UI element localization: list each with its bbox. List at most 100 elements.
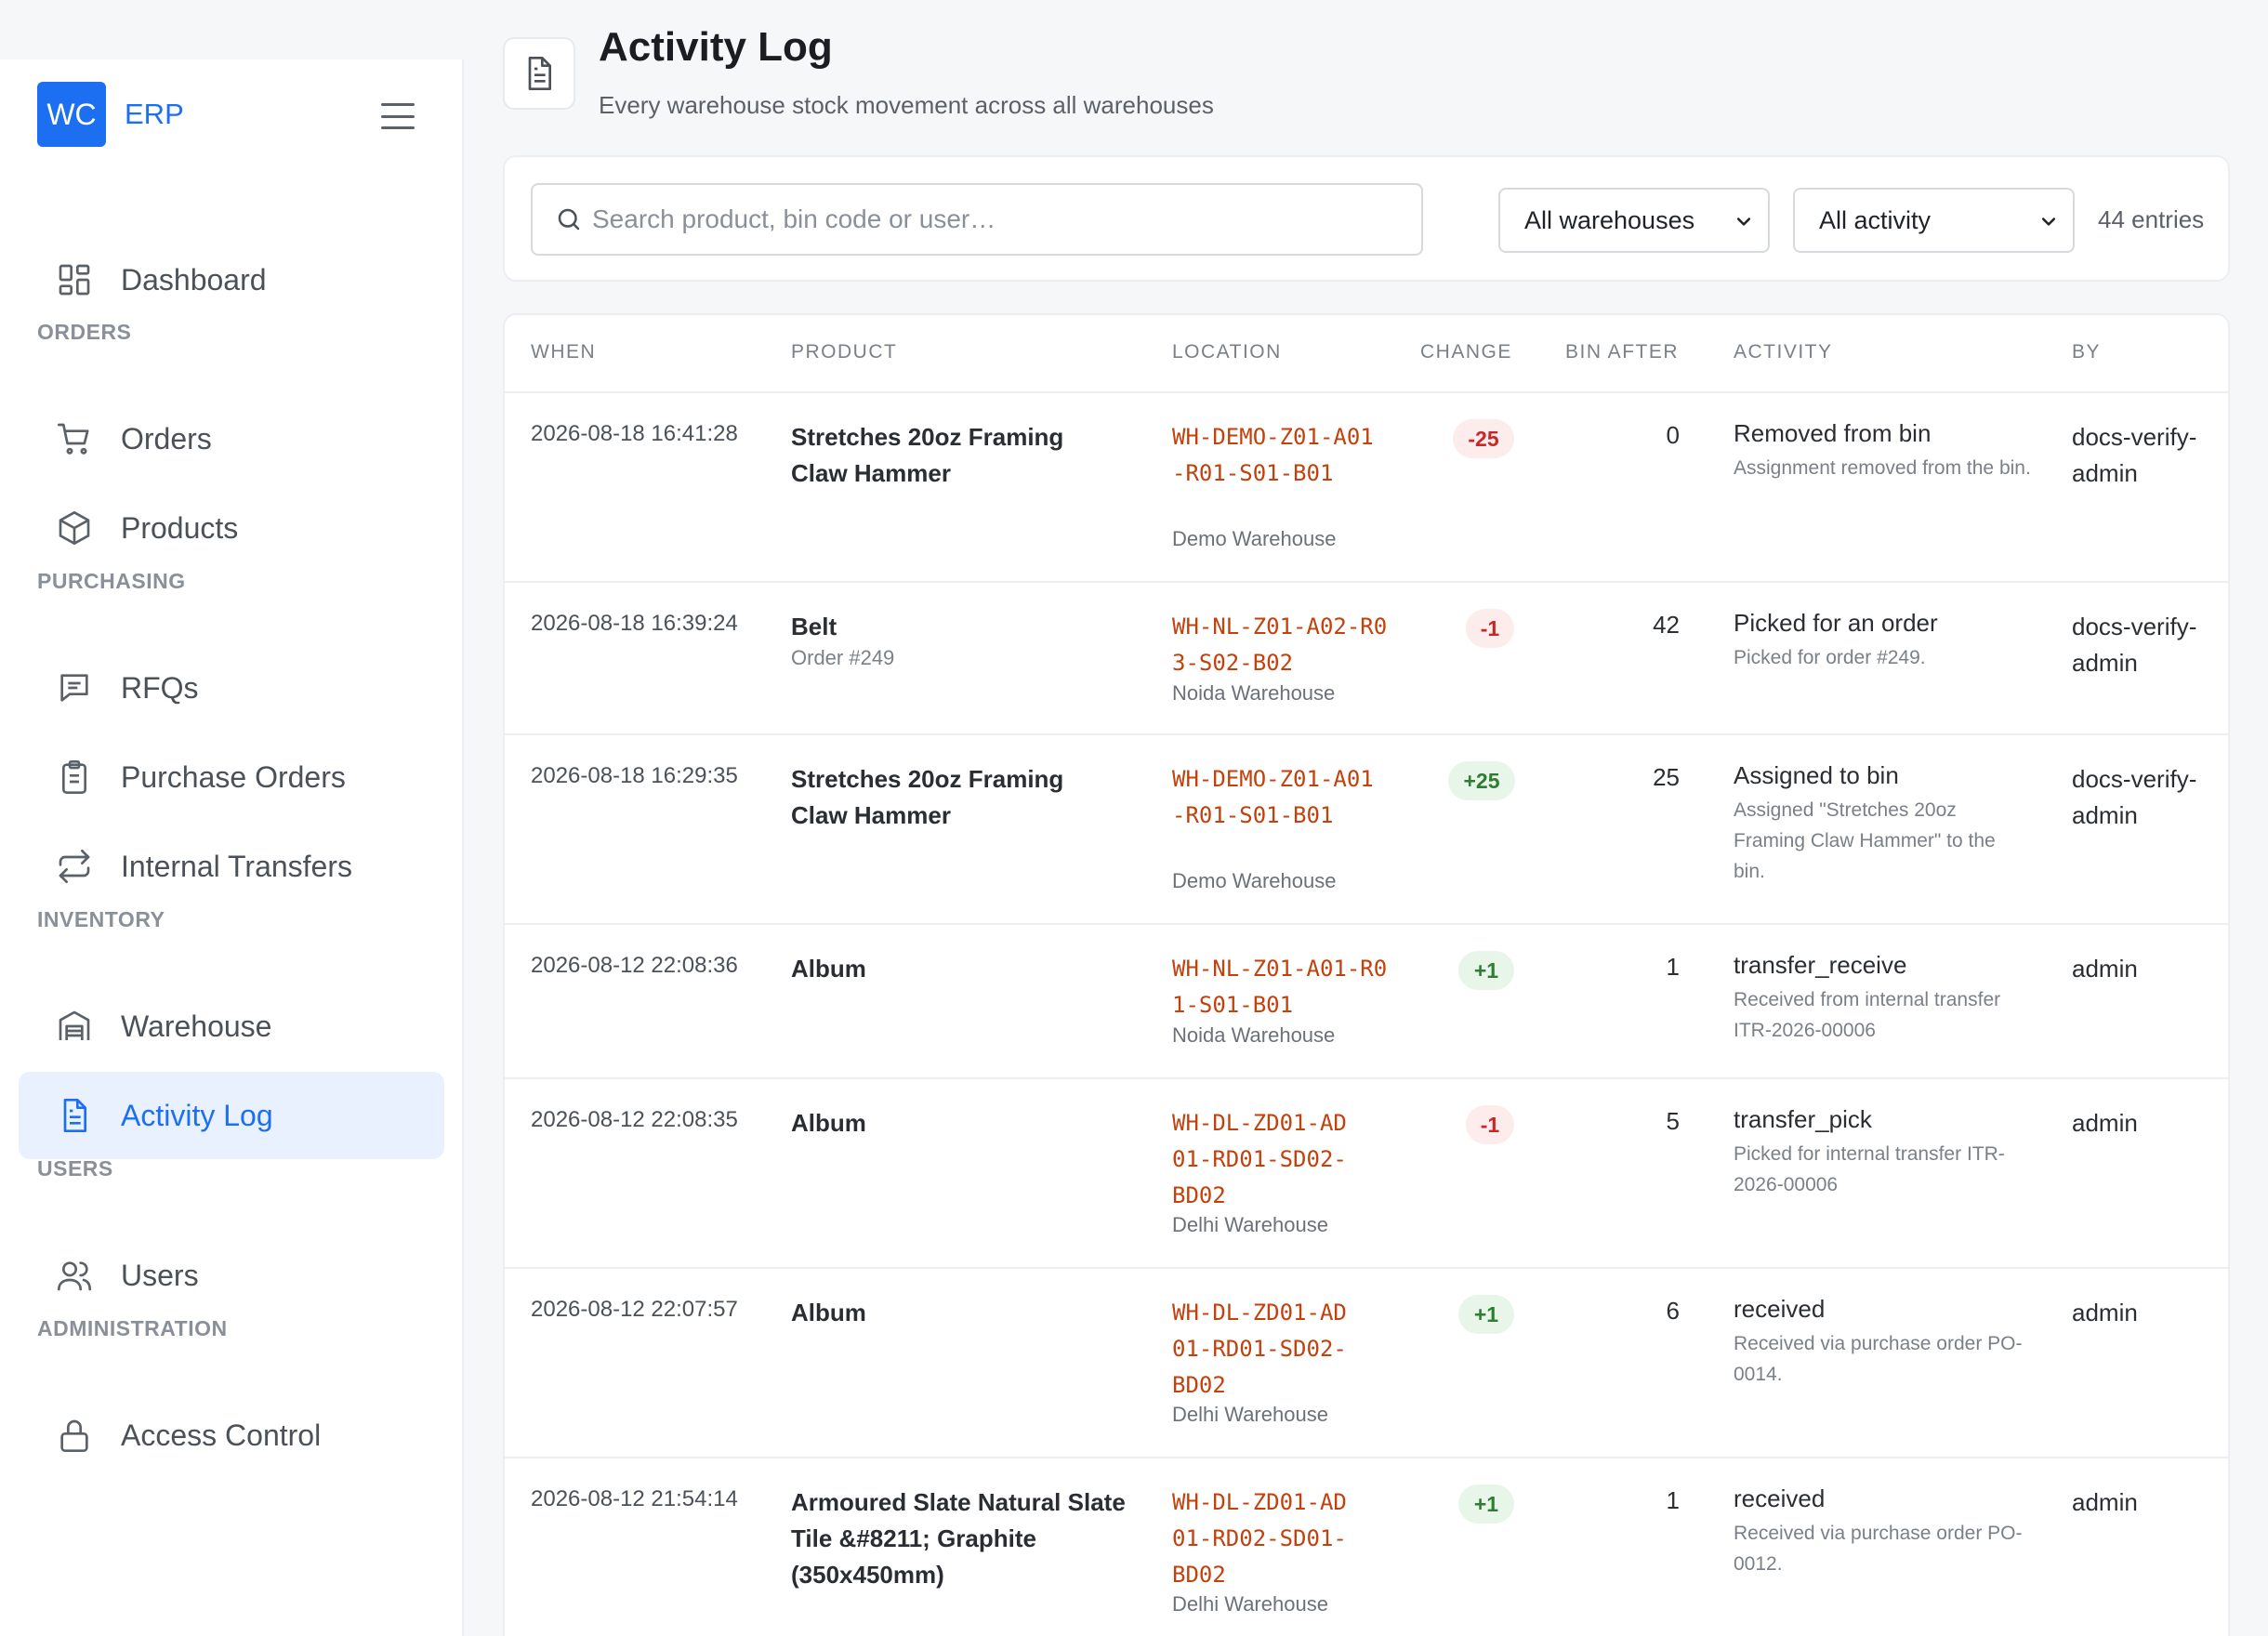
row-product: Album	[791, 955, 866, 983]
sidebar-item-label: Warehouse	[121, 1009, 272, 1043]
sidebar-item-products[interactable]: Products	[19, 484, 444, 572]
row-bin-after: 0	[1666, 421, 1680, 449]
section-label-users: USERS	[37, 1156, 113, 1181]
row-activity-detail: Assignment removed from the bin.	[1734, 457, 2031, 479]
table-row[interactable]: 2026-08-18 16:39:24 Belt Order #249 WH-N…	[505, 583, 2228, 735]
sidebar-item-access-control[interactable]: Access Control	[19, 1392, 444, 1479]
row-when: 2026-08-18 16:41:28	[531, 421, 738, 446]
row-activity-detail: Assigned "Stretches 20oz Framing Claw Ha…	[1734, 799, 1996, 882]
column-header-change[interactable]: CHANGE	[1420, 341, 1512, 363]
page-subtitle: Every warehouse stock movement across al…	[599, 91, 1214, 119]
sidebar-item-dashboard[interactable]: Dashboard	[19, 236, 444, 323]
sidebar-item-rfqs[interactable]: RFQs	[19, 644, 444, 732]
sidebar-item-activity-log[interactable]: Activity Log	[19, 1072, 444, 1159]
chevron-down-icon	[2041, 218, 2056, 226]
cart-icon	[54, 418, 95, 459]
row-warehouse: Delhi Warehouse	[1172, 1403, 1328, 1426]
box-icon	[54, 508, 95, 548]
row-by: admin	[2072, 955, 2138, 983]
row-bin-after: 6	[1666, 1297, 1680, 1325]
column-header-activity[interactable]: ACTIVITY	[1734, 341, 1833, 363]
activity-select-value: All activity	[1819, 205, 1932, 234]
row-location: WH-DEMO-Z01-A01-R01-S01-B01	[1172, 424, 1374, 486]
row-warehouse: Demo Warehouse	[1172, 869, 1337, 892]
row-location: WH-DL-ZD01-AD01-RD01-SD02-BD02	[1172, 1300, 1347, 1398]
row-location: WH-DEMO-Z01-A01-R01-S01-B01	[1172, 766, 1374, 828]
row-product: Album	[791, 1109, 866, 1137]
row-bin-after: 1	[1666, 1486, 1680, 1514]
sidebar-item-label: Products	[121, 510, 239, 545]
column-header-location[interactable]: LOCATION	[1172, 341, 1282, 363]
table-row[interactable]: 2026-08-12 22:08:36 Album WH-NL-Z01-A01-…	[505, 925, 2228, 1079]
row-bin-after: 1	[1666, 953, 1680, 981]
change-badge: -25	[1453, 419, 1514, 458]
column-header-when[interactable]: WHEN	[531, 341, 597, 363]
chevron-down-icon	[1736, 218, 1751, 226]
warehouse-select[interactable]: All warehouses	[1498, 188, 1770, 253]
sidebar-item-purchase-orders[interactable]: Purchase Orders	[19, 733, 444, 821]
sidebar: WC ERP Dashboard ORDERS Orders Products …	[0, 59, 464, 1636]
transfer-arrows-icon	[54, 846, 95, 887]
entries-count: 44 entries	[2098, 205, 2205, 233]
table-header: WHEN PRODUCT LOCATION CHANGE BIN AFTER A…	[505, 315, 2228, 393]
sidebar-item-label: RFQs	[121, 670, 199, 705]
column-header-product[interactable]: PRODUCT	[791, 341, 898, 363]
activity-select[interactable]: All activity	[1793, 188, 2075, 253]
row-location: WH-DL-ZD01-AD01-RD02-SD01-BD02	[1172, 1489, 1347, 1588]
hamburger-menu-icon[interactable]	[376, 98, 420, 135]
sidebar-item-label: Orders	[121, 421, 212, 455]
table-row[interactable]: 2026-08-12 22:07:57 Album WH-DL-ZD01-AD0…	[505, 1269, 2228, 1458]
row-when: 2026-08-12 22:08:35	[531, 1107, 738, 1132]
row-when: 2026-08-18 16:39:24	[531, 611, 738, 636]
brand[interactable]: WC ERP	[37, 82, 184, 147]
page-title: Activity Log	[599, 24, 833, 70]
search-box[interactable]	[531, 183, 1423, 256]
row-activity-detail: Received via purchase order PO-0014.	[1734, 1333, 2023, 1385]
page-document-icon	[503, 37, 575, 110]
brand-logo: WC	[37, 82, 106, 147]
table-row[interactable]: 2026-08-18 16:29:35 Stretches 20oz Frami…	[505, 735, 2228, 925]
column-header-bin-after[interactable]: BIN AFTER	[1565, 341, 1680, 363]
activity-table: WHEN PRODUCT LOCATION CHANGE BIN AFTER A…	[503, 313, 2230, 1636]
row-by: admin	[2072, 1488, 2138, 1516]
row-activity-detail: Received via purchase order PO-0012.	[1734, 1523, 2023, 1575]
sidebar-item-label: Access Control	[121, 1418, 322, 1452]
users-icon	[54, 1255, 95, 1296]
clipboard-icon	[54, 757, 95, 798]
table-row[interactable]: 2026-08-12 22:08:35 Album WH-DL-ZD01-AD0…	[505, 1079, 2228, 1269]
row-product: Stretches 20oz Framing Claw Hammer	[791, 423, 1064, 487]
lock-icon	[54, 1415, 95, 1456]
row-by: docs-verify-admin	[2072, 423, 2197, 487]
row-location: WH-NL-Z01-A01-R01-S01-B01	[1172, 956, 1388, 1018]
row-activity-detail: Received from internal transfer ITR-2026…	[1734, 989, 2001, 1041]
row-when: 2026-08-12 22:08:36	[531, 953, 738, 978]
row-product: Armoured Slate Natural Slate Tile &#8211…	[791, 1488, 1126, 1589]
warehouse-select-value: All warehouses	[1524, 205, 1695, 234]
table-row[interactable]: 2026-08-18 16:41:28 Stretches 20oz Frami…	[505, 393, 2228, 583]
brand-name: ERP	[125, 98, 184, 130]
section-label-administration: ADMINISTRATION	[37, 1316, 228, 1340]
section-label-inventory: INVENTORY	[37, 907, 165, 931]
sidebar-item-orders[interactable]: Orders	[19, 395, 444, 482]
row-when: 2026-08-12 21:54:14	[531, 1486, 738, 1511]
sidebar-item-internal-transfers[interactable]: Internal Transfers	[19, 823, 444, 910]
change-badge: +1	[1458, 951, 1514, 990]
sidebar-item-users[interactable]: Users	[19, 1232, 444, 1319]
column-header-by[interactable]: BY	[2072, 341, 2102, 363]
change-badge: +1	[1458, 1484, 1514, 1524]
change-badge: +25	[1448, 761, 1515, 800]
search-input[interactable]	[592, 191, 1410, 247]
row-when: 2026-08-18 16:29:35	[531, 763, 738, 788]
row-warehouse: Delhi Warehouse	[1172, 1213, 1328, 1236]
row-location: WH-NL-Z01-A02-R03-S02-B02	[1172, 614, 1388, 676]
document-icon	[54, 1095, 95, 1136]
row-bin-after: 25	[1653, 763, 1680, 791]
row-location: WH-DL-ZD01-AD01-RD01-SD02-BD02	[1172, 1110, 1347, 1208]
row-activity: Assigned to bin	[1734, 761, 1899, 789]
change-badge: -1	[1466, 609, 1514, 648]
sidebar-item-warehouse[interactable]: Warehouse	[19, 983, 444, 1070]
row-product: Belt	[791, 613, 837, 640]
message-icon	[54, 667, 95, 708]
row-activity-detail: Picked for order #249.	[1734, 647, 1926, 668]
table-row[interactable]: 2026-08-12 21:54:14 Armoured Slate Natur…	[505, 1458, 2228, 1636]
